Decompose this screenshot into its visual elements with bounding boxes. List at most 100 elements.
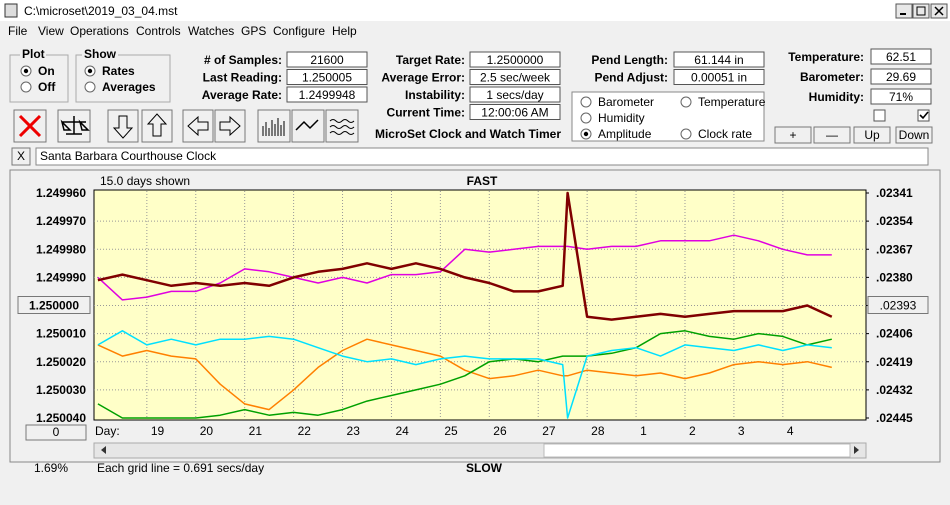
field-value: 12:00:06 AM (481, 106, 548, 120)
y-tick-label: 1.249980 (36, 242, 86, 256)
radio[interactable] (84, 81, 96, 93)
series-line (97, 330, 832, 419)
field-label: Pend Length: (591, 53, 668, 67)
field-box (286, 69, 368, 85)
menu-item[interactable]: Operations (70, 24, 129, 38)
y2-tick-label: .02406 (876, 327, 913, 341)
y-tick-label: 1.250010 (36, 327, 86, 341)
offset-button[interactable] (25, 424, 87, 441)
window-title: C:\microset\2019_03_04.mst (24, 4, 178, 18)
series-label: Humidity (598, 111, 645, 125)
adjust-button[interactable] (853, 126, 891, 144)
x-tick-label: 1 (640, 424, 647, 438)
y-tick-button[interactable] (17, 296, 91, 314)
field-box (469, 69, 561, 85)
field-label: Temperature: (788, 50, 864, 64)
field-label: Average Rate: (202, 88, 282, 102)
adjust-button[interactable] (813, 126, 851, 144)
series-label: Clock rate (698, 127, 752, 141)
menu-item[interactable]: GPS (241, 24, 266, 38)
x-tick-label: 2 (689, 424, 696, 438)
caption: MicroSet Clock and Watch Timer (375, 127, 561, 141)
menu-item[interactable]: Configure (273, 24, 325, 38)
field-box (870, 68, 932, 85)
field-label: # of Samples: (204, 53, 282, 67)
adjust-label: Down (899, 128, 930, 142)
radio-dot (87, 68, 93, 74)
y2-tick-label: .02445 (876, 411, 913, 425)
scroll-thumb[interactable] (543, 443, 851, 458)
minimize[interactable] (895, 3, 913, 19)
radio[interactable] (580, 112, 592, 124)
bars-icon (262, 118, 285, 136)
y2-tick-label: .02354 (876, 214, 913, 228)
wave-button[interactable] (325, 109, 359, 143)
field-value: 1 secs/day (486, 88, 543, 102)
check-mark (919, 111, 929, 120)
scroll-right (854, 446, 859, 454)
adjust-label: — (826, 128, 838, 142)
radio[interactable] (680, 96, 692, 108)
field-value: 1.2499948 (299, 88, 356, 102)
close-clock-button[interactable] (11, 147, 31, 166)
series-selector (571, 91, 765, 142)
field-box (870, 48, 932, 65)
plot-group-title: Plot (22, 47, 45, 61)
menu-item[interactable]: Help (332, 24, 357, 38)
days-shown: 15.0 days shown (100, 174, 190, 188)
menu-item[interactable]: View (38, 24, 64, 38)
wave-icon (329, 119, 355, 135)
series-label: Barometer (598, 95, 654, 109)
menu-item[interactable]: File (8, 24, 28, 38)
down-button[interactable] (107, 109, 139, 143)
plot-area (93, 189, 867, 421)
adjust-button[interactable] (895, 126, 933, 144)
percent: 1.69% (34, 461, 68, 475)
series-line (97, 338, 832, 411)
up-icon (146, 113, 168, 137)
radio[interactable] (20, 81, 32, 93)
radio[interactable] (680, 128, 692, 140)
field-value: 61.144 in (694, 53, 743, 67)
x-tick-label: 24 (395, 424, 409, 438)
y2-tick-button[interactable] (867, 296, 929, 314)
right-icon (219, 115, 241, 137)
menu-item[interactable]: Controls (136, 24, 181, 38)
toolbar (13, 109, 359, 143)
field-value: 2.5 sec/week (480, 71, 551, 85)
x-tick-label: 22 (298, 424, 312, 438)
clock-name: Santa Barbara Courthouse Clock (40, 149, 217, 163)
fast-label: FAST (467, 174, 498, 188)
y2-tick-label: .02393 (880, 299, 917, 313)
field-box (469, 104, 561, 120)
field-box (469, 86, 561, 103)
window-buttons (895, 3, 948, 19)
maximize[interactable] (912, 3, 930, 19)
series-label: Temperature (698, 95, 766, 109)
radio[interactable] (580, 96, 592, 108)
field-label: Instability: (405, 88, 465, 102)
menu-item[interactable]: Watches (188, 24, 234, 38)
field-label: Pend Adjust: (594, 71, 668, 85)
x-tick-label: 28 (591, 424, 605, 438)
adjust-label: + (789, 128, 796, 142)
checkbox[interactable] (917, 109, 930, 122)
y2-tick-label: .02341 (876, 186, 913, 200)
left-icon (187, 115, 209, 137)
grid-note: Each grid line = 0.691 secs/day (97, 461, 264, 475)
adjust-button[interactable] (774, 126, 812, 144)
x-tick-label: 21 (249, 424, 263, 438)
adjust-label: Up (864, 128, 880, 142)
x-tick-label: 20 (200, 424, 214, 438)
field-label: Humidity: (809, 90, 864, 104)
scroll-left (101, 446, 106, 454)
y2-tick-label: .02380 (876, 270, 913, 284)
radio-label: On (38, 64, 55, 78)
clock-name-field[interactable] (35, 147, 929, 166)
checkbox[interactable] (873, 109, 886, 122)
field-value: 71% (889, 90, 913, 104)
up-button[interactable] (141, 109, 173, 143)
stop-icon (18, 114, 42, 138)
